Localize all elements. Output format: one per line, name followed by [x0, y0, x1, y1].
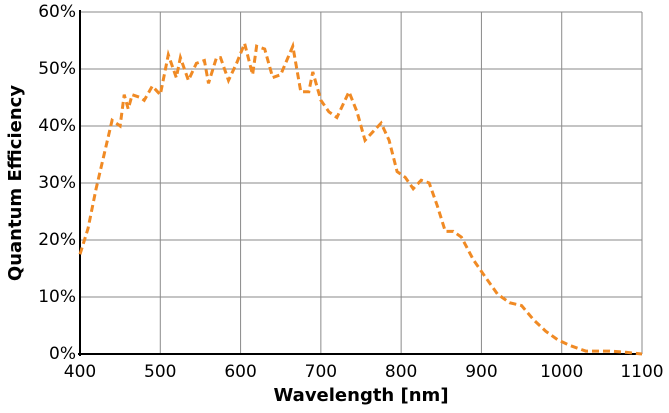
x-tick-label: 1000: [540, 362, 583, 382]
y-tick-label: 10%: [38, 287, 76, 307]
x-tick-label: 700: [305, 362, 337, 382]
y-tick-label: 40%: [38, 116, 76, 136]
x-tick-label: 800: [385, 362, 417, 382]
y-tick-label: 0%: [49, 344, 76, 364]
y-tick-label: 60%: [38, 2, 76, 22]
x-tick-label: 900: [465, 362, 497, 382]
y-tick-label: 20%: [38, 230, 76, 250]
x-axis-title: Wavelength [nm]: [273, 385, 448, 406]
x-tick-label: 1100: [620, 362, 663, 382]
y-tick-label: 30%: [38, 173, 76, 193]
data-line: [78, 38, 643, 356]
x-tick-label: 400: [64, 362, 96, 382]
x-tick-label: 500: [144, 362, 176, 382]
y-tick-label: 50%: [38, 59, 76, 79]
x-tick-label: 600: [224, 362, 256, 382]
y-axis-title: Quantum Efficiency: [5, 85, 26, 281]
